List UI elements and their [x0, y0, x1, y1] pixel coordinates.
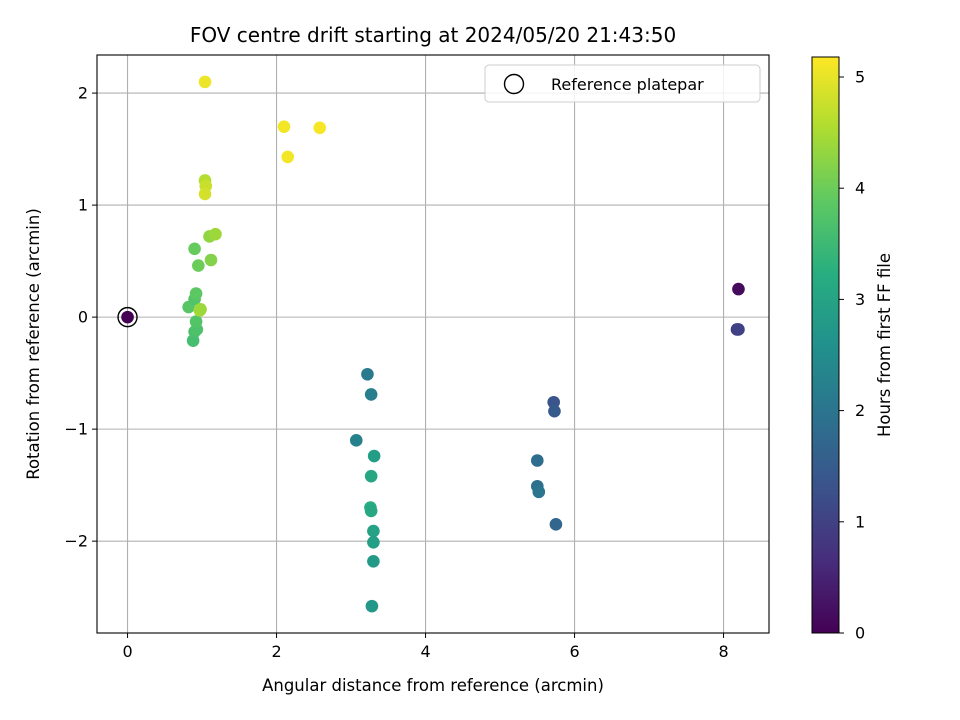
plot-area — [97, 55, 769, 633]
data-point — [349, 434, 363, 447]
data-point — [281, 150, 295, 164]
data-point — [209, 227, 222, 241]
colorbar-ticks: 0 1 2 3 4 5 — [839, 68, 865, 643]
data-point — [532, 485, 546, 499]
data-point — [189, 315, 203, 328]
y-axis-ticks: −2 −1 0 1 2 — [64, 84, 97, 551]
data-point — [364, 388, 378, 401]
legend-reference-marker — [503, 73, 525, 95]
x-tick-label: 0 — [122, 642, 132, 661]
data-point — [548, 404, 561, 418]
data-point — [121, 310, 134, 324]
data-point — [204, 253, 218, 267]
reference-marker — [117, 306, 138, 328]
colorbar-tick-label: 1 — [855, 512, 865, 531]
y-tick-label: −1 — [64, 420, 88, 439]
colorbar-tick-label: 5 — [855, 68, 865, 87]
data-point — [367, 535, 380, 549]
data-point — [198, 75, 212, 89]
chart-title: FOV centre drift starting at 2024/05/20 … — [190, 23, 676, 47]
data-point — [531, 454, 544, 467]
data-point — [194, 302, 207, 316]
data-point — [198, 187, 212, 201]
data-point — [367, 555, 380, 568]
data-point — [188, 242, 201, 256]
data-point — [732, 282, 745, 296]
x-tick-label: 2 — [271, 642, 281, 661]
x-tick-label: 6 — [569, 642, 579, 661]
y-tick-label: 2 — [78, 84, 88, 103]
data-point — [313, 121, 327, 135]
colorbar-tick-label: 2 — [855, 401, 865, 420]
legend: Reference platepar — [484, 64, 761, 103]
x-tick-label: 8 — [718, 642, 728, 661]
x-tick-label: 4 — [420, 642, 430, 661]
x-axis-ticks: 0 2 4 6 8 — [122, 633, 729, 661]
colorbar-tick-label: 4 — [855, 179, 865, 198]
legend-label-reference-platepar: Reference platepar — [551, 75, 704, 94]
colorbar-tick-label: 0 — [855, 624, 865, 643]
reference-marker-group — [117, 306, 138, 328]
data-point — [277, 120, 291, 133]
data-point — [364, 504, 378, 518]
colorbar-title: Hours from first FF file — [875, 253, 894, 437]
data-point — [189, 287, 203, 300]
data-point — [192, 259, 205, 272]
data-points — [121, 75, 745, 613]
data-point — [367, 449, 381, 463]
data-point — [365, 599, 379, 613]
y-tick-label: −2 — [64, 532, 88, 551]
data-point — [361, 367, 374, 381]
y-tick-label: 0 — [78, 308, 88, 327]
data-point — [367, 524, 380, 538]
y-tick-label: 1 — [78, 196, 88, 215]
data-point — [549, 518, 563, 531]
legend-box — [484, 64, 761, 103]
plot-frame — [96, 54, 770, 634]
data-point — [732, 323, 745, 336]
colorbar-gradient — [811, 56, 840, 634]
y-axis-title: Rotation from reference (arcmin) — [24, 208, 43, 480]
colorbar-tick-label: 3 — [855, 290, 865, 309]
x-axis-title: Angular distance from reference (arcmin) — [262, 676, 604, 695]
data-point — [364, 469, 378, 483]
colorbar: 0 1 2 3 4 5 Hours from first FF file — [811, 56, 894, 643]
